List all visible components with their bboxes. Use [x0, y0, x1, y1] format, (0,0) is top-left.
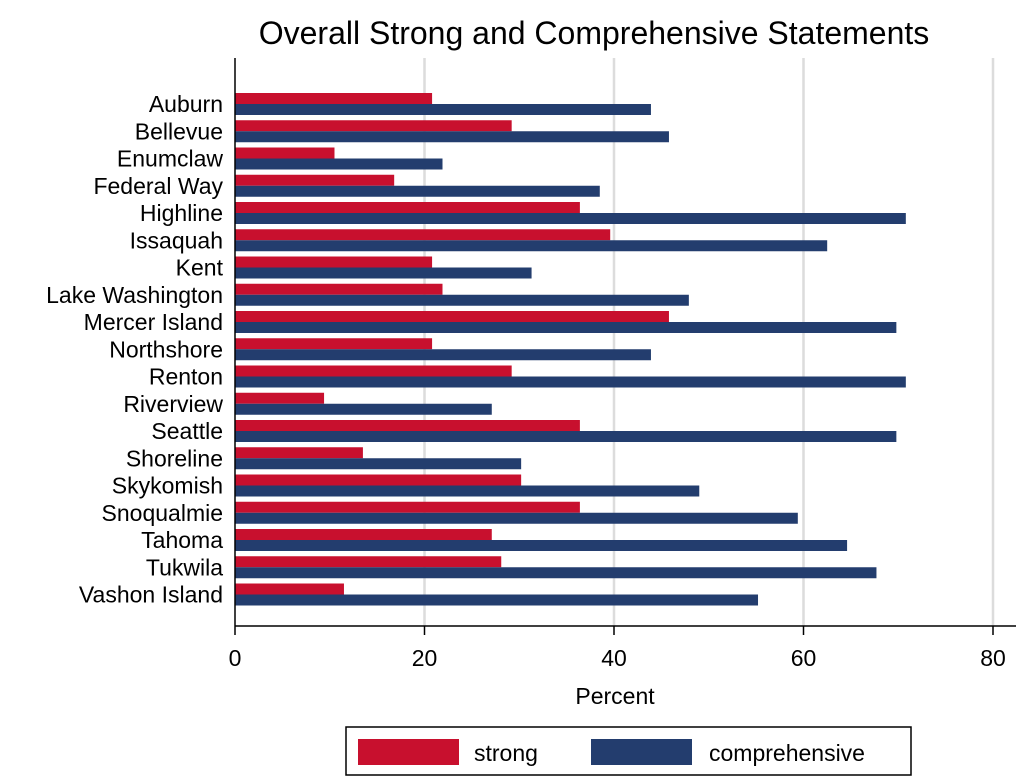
bar-strong-northshore — [235, 338, 433, 350]
category-label-lake-washington: Lake Washington — [46, 282, 223, 308]
bar-strong-bellevue — [235, 120, 512, 132]
bar-strong-snoqualmie — [235, 501, 580, 513]
category-label-shoreline: Shoreline — [126, 445, 223, 471]
category-label-issaquah: Issaquah — [130, 227, 223, 253]
bar-comprehensive-enumclaw — [235, 158, 443, 170]
category-label-northshore: Northshore — [109, 336, 223, 362]
category-label-enumclaw: Enumclaw — [117, 146, 223, 172]
bar-strong-renton — [235, 365, 512, 377]
legend-swatch-comprehensive — [591, 739, 692, 765]
legend-label-comprehensive: comprehensive — [709, 740, 865, 766]
bar-strong-tukwila — [235, 556, 502, 568]
category-label-tahoma: Tahoma — [141, 527, 223, 553]
x-tick-label-40: 40 — [601, 645, 627, 671]
bar-strong-auburn — [235, 93, 433, 104]
legend-swatch-strong — [358, 739, 459, 765]
category-label-snoqualmie: Snoqualmie — [102, 500, 223, 526]
bar-comprehensive-riverview — [235, 403, 492, 415]
bar-comprehensive-shoreline — [235, 458, 522, 470]
bar-strong-enumclaw — [235, 147, 335, 159]
category-label-riverview: Riverview — [123, 391, 223, 417]
bar-comprehensive-highline — [235, 213, 906, 224]
bar-strong-vashon-island — [235, 583, 344, 595]
bar-strong-seattle — [235, 420, 580, 431]
bar-strong-lake-washington — [235, 283, 443, 295]
bar-comprehensive-kent — [235, 267, 532, 279]
category-label-bellevue: Bellevue — [135, 118, 223, 144]
x-tick-label-20: 20 — [412, 645, 438, 671]
bar-comprehensive-mercer-island — [235, 322, 897, 333]
bar-comprehensive-renton — [235, 376, 906, 388]
bar-comprehensive-snoqualmie — [235, 512, 798, 524]
bar-strong-federal-way — [235, 174, 395, 186]
category-label-tukwila: Tukwila — [146, 554, 223, 580]
x-axis-label: Percent — [575, 683, 655, 709]
category-label-mercer-island: Mercer Island — [84, 309, 223, 335]
bar-comprehensive-tukwila — [235, 567, 877, 579]
bar-comprehensive-seattle — [235, 431, 897, 442]
category-label-vashon-island: Vashon Island — [79, 582, 223, 608]
bar-strong-issaquah — [235, 229, 611, 241]
bar-comprehensive-federal-way — [235, 185, 600, 197]
category-label-skykomish: Skykomish — [112, 473, 223, 499]
bar-comprehensive-tahoma — [235, 540, 848, 551]
bar-comprehensive-lake-washington — [235, 294, 689, 306]
bar-strong-skykomish — [235, 474, 522, 486]
bar-strong-riverview — [235, 392, 325, 404]
bar-strong-highline — [235, 202, 580, 213]
axes: 0 20 40 60 80 — [229, 58, 1016, 671]
category-label-auburn: Auburn — [149, 91, 223, 117]
category-label-highline: Highline — [140, 200, 223, 226]
bar-comprehensive-northshore — [235, 349, 651, 361]
category-label-federal-way: Federal Way — [93, 173, 223, 199]
bar-comprehensive-vashon-island — [235, 594, 759, 606]
bars — [235, 93, 906, 606]
category-label-renton: Renton — [149, 364, 223, 390]
chart-title: Overall Strong and Comprehensive Stateme… — [259, 15, 930, 51]
bar-comprehensive-skykomish — [235, 485, 700, 497]
bar-comprehensive-issaquah — [235, 240, 828, 252]
bar-comprehensive-bellevue — [235, 131, 669, 143]
x-tick-label-0: 0 — [229, 645, 242, 671]
category-label-kent: Kent — [176, 255, 224, 281]
x-tick-label-60: 60 — [791, 645, 817, 671]
bar-strong-kent — [235, 256, 433, 268]
bar-strong-mercer-island — [235, 311, 669, 322]
bar-strong-shoreline — [235, 447, 363, 459]
category-label-seattle: Seattle — [151, 418, 223, 444]
legend: strong comprehensive — [345, 726, 912, 776]
bar-comprehensive-auburn — [235, 104, 651, 115]
legend-label-strong: strong — [474, 740, 538, 766]
x-tick-label-80: 80 — [980, 645, 1006, 671]
bar-strong-tahoma — [235, 529, 492, 540]
